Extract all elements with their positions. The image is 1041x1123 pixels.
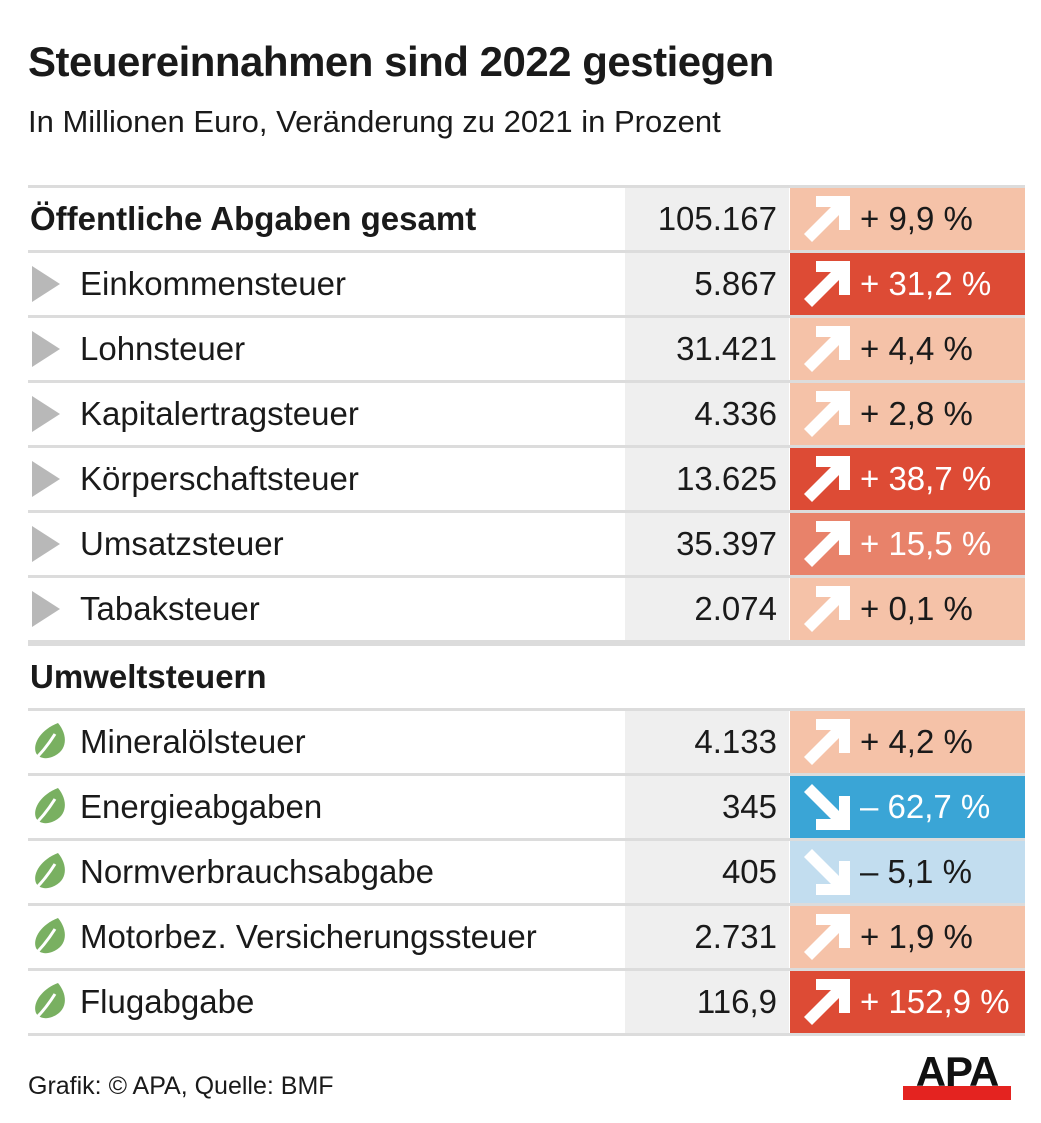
source-credit: Grafik: © APA, Quelle: BMF bbox=[28, 1072, 334, 1100]
arrow-up-right-icon bbox=[804, 261, 850, 307]
triangle-bullet-icon bbox=[32, 526, 60, 562]
row-label: Tabaksteuer bbox=[80, 590, 260, 627]
leaf-icon bbox=[31, 788, 65, 828]
change-text: + 4,2 % bbox=[860, 723, 973, 760]
change-text: – 62,7 % bbox=[860, 788, 991, 825]
change-text: – 5,1 % bbox=[860, 853, 972, 890]
row-change: + 152,9 % bbox=[790, 971, 1025, 1033]
row-value: 116,9 bbox=[625, 971, 789, 1033]
change-text: + 4,4 % bbox=[860, 330, 973, 367]
row-value: 4.336 bbox=[625, 383, 789, 445]
row-change: + 2,8 % bbox=[790, 383, 1025, 445]
leaf-icon bbox=[31, 918, 65, 958]
row-value: 405 bbox=[625, 841, 789, 903]
arrow-up-right-icon bbox=[804, 326, 850, 372]
table-row: Energieabgaben 345 – 62,7 % bbox=[28, 773, 1025, 838]
leaf-icon bbox=[31, 983, 65, 1023]
table-row: Flugabgabe 116,9 + 152,9 % bbox=[28, 968, 1025, 1036]
change-text: + 2,8 % bbox=[860, 395, 973, 432]
arrow-down-right-icon bbox=[804, 849, 850, 895]
row-change: – 5,1 % bbox=[790, 841, 1025, 903]
chart-subtitle: In Millionen Euro, Veränderung zu 2021 i… bbox=[28, 104, 721, 139]
row-change: + 4,4 % bbox=[790, 318, 1025, 380]
row-label: Mineralölsteuer bbox=[80, 723, 306, 760]
arrow-up-right-icon bbox=[804, 521, 850, 567]
row-change: + 0,1 % bbox=[790, 578, 1025, 640]
arrow-up-right-icon bbox=[804, 719, 850, 765]
change-text: + 38,7 % bbox=[860, 460, 992, 497]
total-row: Öffentliche Abgaben gesamt 105.167 + 9,9 % bbox=[28, 185, 1025, 250]
leaf-icon bbox=[31, 723, 65, 763]
row-change: + 15,5 % bbox=[790, 513, 1025, 575]
apa-logo: APA bbox=[903, 1048, 1011, 1100]
row-value: 35.397 bbox=[625, 513, 789, 575]
change-text: + 0,1 % bbox=[860, 590, 973, 627]
arrow-up-right-icon bbox=[804, 914, 850, 960]
arrow-up-right-icon bbox=[804, 456, 850, 502]
triangle-bullet-icon bbox=[32, 266, 60, 302]
table-row: Normverbrauchsabgabe 405 – 5,1 % bbox=[28, 838, 1025, 903]
row-change: + 9,9 % bbox=[790, 188, 1025, 250]
row-change: + 1,9 % bbox=[790, 906, 1025, 968]
arrow-up-right-icon bbox=[804, 979, 850, 1025]
apa-logo-bar bbox=[903, 1086, 1011, 1100]
tax-table: Öffentliche Abgaben gesamt 105.167 + 9,9 %… bbox=[28, 185, 1025, 1036]
row-value: 31.421 bbox=[625, 318, 789, 380]
row-label: Umsatzsteuer bbox=[80, 525, 284, 562]
row-label: Einkommensteuer bbox=[80, 265, 346, 302]
row-value: 5.867 bbox=[625, 253, 789, 315]
row-label: Motorbez. Versicherungssteuer bbox=[80, 918, 537, 955]
table-row: Lohnsteuer 31.421 + 4,4 % bbox=[28, 315, 1025, 380]
triangle-bullet-icon bbox=[32, 396, 60, 432]
change-text: + 152,9 % bbox=[860, 983, 1010, 1020]
triangle-bullet-icon bbox=[32, 591, 60, 627]
table-row: Tabaksteuer 2.074 + 0,1 % bbox=[28, 575, 1025, 643]
leaf-icon bbox=[31, 853, 65, 893]
arrow-up-right-icon bbox=[804, 391, 850, 437]
table-row: Mineralölsteuer 4.133 + 4,2 % bbox=[28, 708, 1025, 773]
arrow-down-right-icon bbox=[804, 784, 850, 830]
arrow-up-right-icon bbox=[804, 196, 850, 242]
change-text: + 31,2 % bbox=[860, 265, 992, 302]
change-text: + 9,9 % bbox=[860, 200, 973, 237]
row-label: Normverbrauchsabgabe bbox=[80, 853, 435, 890]
table-row: Motorbez. Versicherungssteuer 2.731 + 1,9 … bbox=[28, 903, 1025, 968]
row-change: + 38,7 % bbox=[790, 448, 1025, 510]
arrow-up-right-icon bbox=[804, 586, 850, 632]
section-title: Umweltsteuern bbox=[30, 658, 267, 695]
triangle-bullet-icon bbox=[32, 331, 60, 367]
section-header: Umweltsteuern bbox=[28, 643, 1025, 708]
table-row: Umsatzsteuer 35.397 + 15,5 % bbox=[28, 510, 1025, 575]
row-label: Energieabgaben bbox=[80, 788, 323, 825]
row-value: 105.167 bbox=[625, 188, 789, 250]
row-change: + 31,2 % bbox=[790, 253, 1025, 315]
row-label: Körperschaftsteuer bbox=[80, 460, 359, 497]
row-value: 4.133 bbox=[625, 711, 789, 773]
change-text: + 15,5 % bbox=[860, 525, 992, 562]
row-value: 345 bbox=[625, 776, 789, 838]
table-row: Körperschaftsteuer 13.625 + 38,7 % bbox=[28, 445, 1025, 510]
row-label: Öffentliche Abgaben gesamt bbox=[30, 200, 477, 237]
row-value: 13.625 bbox=[625, 448, 789, 510]
row-label: Flugabgabe bbox=[80, 983, 255, 1020]
change-text: + 1,9 % bbox=[860, 918, 973, 955]
row-change: – 62,7 % bbox=[790, 776, 1025, 838]
chart-title: Steuereinnahmen sind 2022 gestiegen bbox=[28, 38, 774, 85]
table-row: Kapitalertragsteuer 4.336 + 2,8 % bbox=[28, 380, 1025, 445]
triangle-bullet-icon bbox=[32, 461, 60, 497]
row-change: + 4,2 % bbox=[790, 711, 1025, 773]
row-label: Kapitalertragsteuer bbox=[80, 395, 359, 432]
row-label: Lohnsteuer bbox=[80, 330, 246, 367]
row-value: 2.731 bbox=[625, 906, 789, 968]
row-value: 2.074 bbox=[625, 578, 789, 640]
table-row: Einkommensteuer 5.867 + 31,2 % bbox=[28, 250, 1025, 315]
